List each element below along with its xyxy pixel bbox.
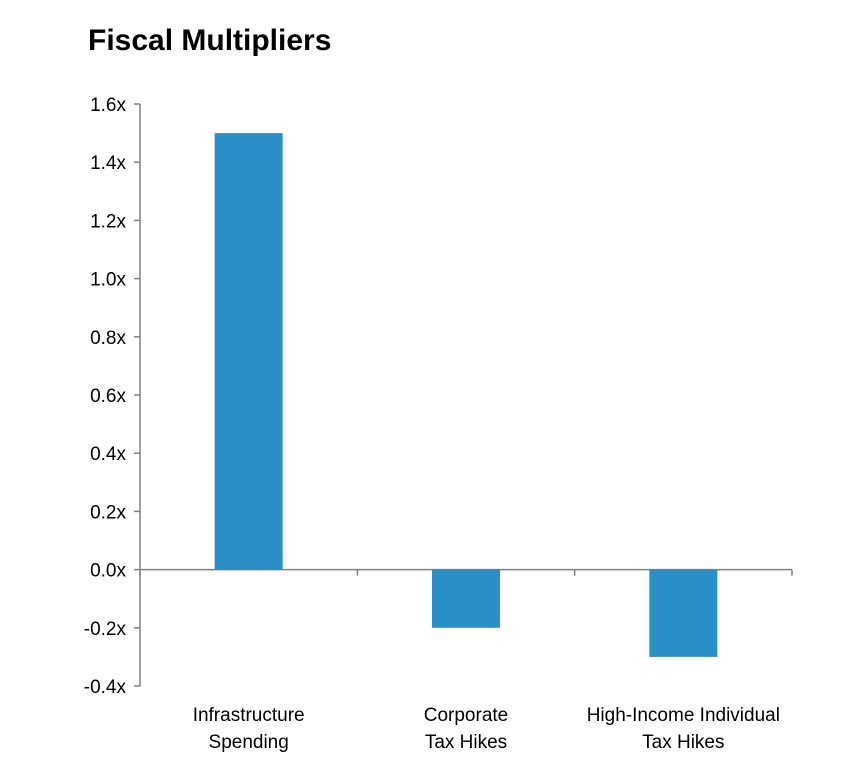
category-label: Spending <box>209 732 289 753</box>
category-label: Infrastructure <box>193 705 305 726</box>
category-label: High-Income Individual <box>587 705 780 726</box>
category-label: Tax Hikes <box>425 732 507 753</box>
y-tick-label: 1.2x <box>90 211 126 232</box>
bars <box>214 133 718 657</box>
bar <box>214 133 283 570</box>
y-tick-label: 1.0x <box>90 270 126 291</box>
y-tick-label: 0.2x <box>90 502 126 523</box>
category-label: Tax Hikes <box>642 732 724 753</box>
y-tick-label: 0.8x <box>90 328 126 349</box>
y-tick-label: 1.4x <box>90 153 126 174</box>
chart-title: Fiscal Multipliers <box>88 24 332 57</box>
bar <box>432 569 500 628</box>
y-tick-label: -0.4x <box>84 677 127 698</box>
y-tick-label: 1.6x <box>90 95 126 116</box>
y-tick-label: 0.6x <box>90 386 126 407</box>
y-tick-label: 0.4x <box>90 444 126 465</box>
bar <box>649 569 718 657</box>
category-label: Corporate <box>424 705 509 726</box>
y-tick-label: -0.2x <box>84 619 127 640</box>
labels: 1.6x 1.4x 1.2x 1.0x 0.8x 0.6x 0.4x 0.2x 0.0x -0.2… <box>84 95 780 753</box>
y-tick-label: 0.0x <box>90 561 126 582</box>
